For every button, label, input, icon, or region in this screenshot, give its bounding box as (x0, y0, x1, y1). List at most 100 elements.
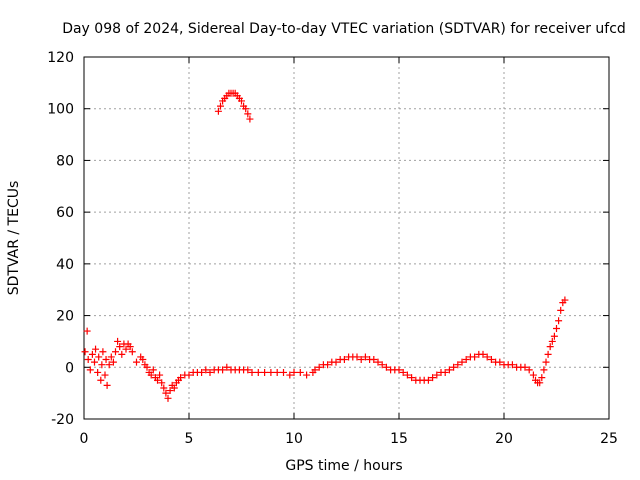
x-tick-label: 0 (80, 431, 89, 447)
data-point (238, 97, 245, 105)
data-point (557, 306, 565, 314)
data-point (483, 353, 491, 361)
data-point (458, 358, 466, 366)
data-point (311, 366, 319, 374)
data-point (164, 394, 172, 402)
y-tick-label: 0 (65, 360, 74, 376)
data-point (286, 371, 294, 379)
data-point (487, 356, 495, 364)
data-point (441, 368, 449, 376)
data-point (162, 389, 170, 397)
data-point (105, 361, 113, 369)
data-point (128, 348, 136, 356)
data-point (496, 358, 504, 366)
axis-ticks (83, 56, 610, 420)
data-point (424, 376, 432, 384)
data-point (471, 353, 479, 361)
data-point (374, 358, 382, 366)
y-tick-label: 60 (56, 205, 74, 221)
data-point (536, 379, 544, 387)
data-point (296, 368, 304, 376)
data-point (273, 368, 281, 376)
x-tick-label: 25 (600, 431, 618, 447)
y-axis-label: SDTVAR / TECUs (6, 181, 22, 296)
data-point (246, 115, 254, 123)
data-point (395, 366, 403, 374)
data-point (97, 376, 105, 384)
data-point (99, 348, 107, 356)
data-point (156, 371, 164, 379)
data-point (382, 363, 390, 371)
data-point (353, 353, 361, 361)
plot-frame (83, 56, 610, 420)
data-point (290, 368, 298, 376)
data-point (378, 361, 386, 369)
data-point (462, 356, 470, 364)
data-point (248, 368, 256, 376)
data-point (544, 350, 552, 358)
data-point (154, 376, 161, 384)
x-tick-label: 5 (185, 431, 194, 447)
data-point (126, 343, 134, 351)
data-point (94, 368, 102, 376)
data-point (202, 366, 210, 374)
data-point (445, 366, 453, 374)
data-point (95, 353, 103, 361)
data-point (147, 371, 155, 379)
x-tick-label: 20 (495, 431, 513, 447)
data-point (357, 356, 365, 364)
data-point (81, 348, 89, 356)
data-point (508, 361, 516, 369)
data-point (170, 384, 178, 392)
data-point (542, 358, 550, 366)
data-point (206, 368, 214, 376)
x-axis-label: GPS time / hours (285, 458, 402, 474)
chart-title: Day 098 of 2024, Sidereal Day-to-day VTE… (62, 21, 626, 37)
data-point (433, 371, 441, 379)
y-tick-label: -20 (51, 412, 74, 428)
data-point (185, 371, 193, 379)
data-point (553, 325, 560, 332)
data-point (223, 363, 231, 371)
x-tick-label: 10 (285, 431, 303, 447)
data-point (166, 387, 174, 395)
data-point (454, 361, 462, 369)
data-point (403, 371, 411, 379)
data-point (555, 317, 563, 325)
grid (84, 57, 609, 419)
data-point (122, 345, 130, 353)
data-point (550, 332, 558, 340)
data-point (92, 345, 100, 353)
data-point (332, 358, 340, 366)
data-point (340, 356, 348, 364)
tick-labels: 0 5 10 15 20 25 -20 0 20 40 60 80 100 120 (47, 50, 618, 447)
y-tick-label: 80 (56, 153, 74, 169)
data-point (158, 379, 166, 387)
data-point (370, 356, 378, 364)
data-point (479, 350, 487, 358)
data-point (521, 363, 529, 371)
data-point (109, 358, 117, 366)
data-point (160, 384, 168, 392)
data-point (139, 356, 147, 364)
data-point (242, 105, 250, 113)
data-point (540, 366, 548, 374)
data-point (86, 366, 94, 374)
data-point (254, 368, 262, 376)
data-point (546, 343, 554, 351)
data-point (267, 368, 275, 376)
data-point (118, 350, 126, 358)
data-point (361, 353, 369, 361)
data-point (112, 348, 119, 356)
data-point (149, 366, 157, 374)
data-point (408, 374, 416, 382)
data-point (525, 366, 533, 374)
data-point (261, 368, 269, 376)
y-tick-label: 120 (47, 50, 74, 66)
data-point (244, 366, 252, 374)
data-point (429, 374, 437, 382)
y-tick-label: 40 (56, 257, 74, 273)
data-point (107, 353, 115, 361)
data-point (561, 296, 569, 304)
